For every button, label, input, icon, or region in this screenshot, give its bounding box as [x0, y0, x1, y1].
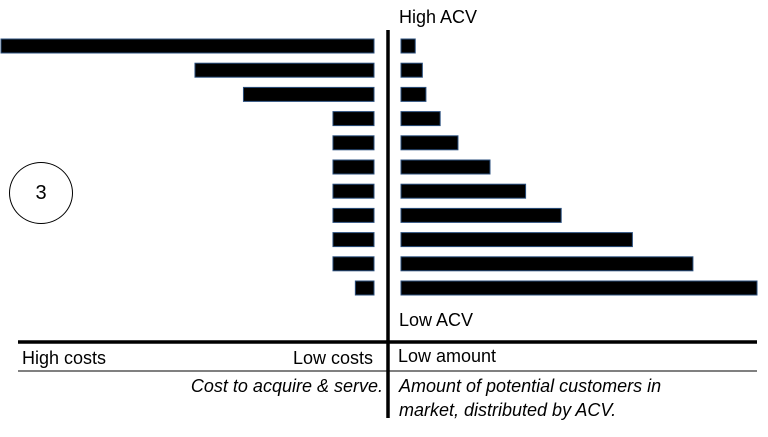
- market-bar-5: [400, 135, 459, 151]
- cost-bar-8: [332, 207, 375, 223]
- market-bar-9: [400, 232, 633, 248]
- market-bar-2: [400, 62, 423, 78]
- low-costs-label: Low costs: [292, 348, 373, 368]
- cost-bar-3: [242, 86, 375, 102]
- market-bar-1: [400, 38, 416, 54]
- cost-bar-11: [354, 280, 375, 296]
- cost-bar-1: [0, 38, 375, 54]
- cost-bar-2: [194, 62, 375, 78]
- market-bar-3: [400, 86, 427, 102]
- cost-bar-6: [332, 159, 375, 175]
- market-bar-11: [400, 280, 758, 296]
- step-number-badge: 3: [9, 162, 73, 224]
- market-bar-4: [400, 111, 441, 127]
- cost-bar-5: [332, 135, 375, 151]
- cost-bar-9: [332, 232, 375, 248]
- market-caption-line-1: Amount of potential customers in: [399, 376, 662, 396]
- cost-bars: [0, 38, 375, 296]
- market-bars: [400, 38, 758, 296]
- step-number: 3: [35, 181, 47, 204]
- cost-caption: Cost to acquire & serve.: [190, 376, 383, 396]
- market-bar-8: [400, 207, 562, 223]
- high-costs-label: High costs: [22, 348, 107, 368]
- cost-bar-7: [332, 183, 375, 199]
- cost-bar-10: [332, 256, 375, 272]
- market-bar-6: [400, 159, 491, 175]
- market-caption-line-2: market, distributed by ACV.: [399, 400, 617, 420]
- market-bar-10: [400, 256, 694, 272]
- market-bar-7: [400, 183, 527, 199]
- cost-bar-4: [332, 111, 375, 127]
- low-acv-label: Low ACV: [399, 310, 474, 330]
- high-acv-label: High ACV: [399, 7, 478, 27]
- low-amount-label: Low amount: [398, 346, 497, 366]
